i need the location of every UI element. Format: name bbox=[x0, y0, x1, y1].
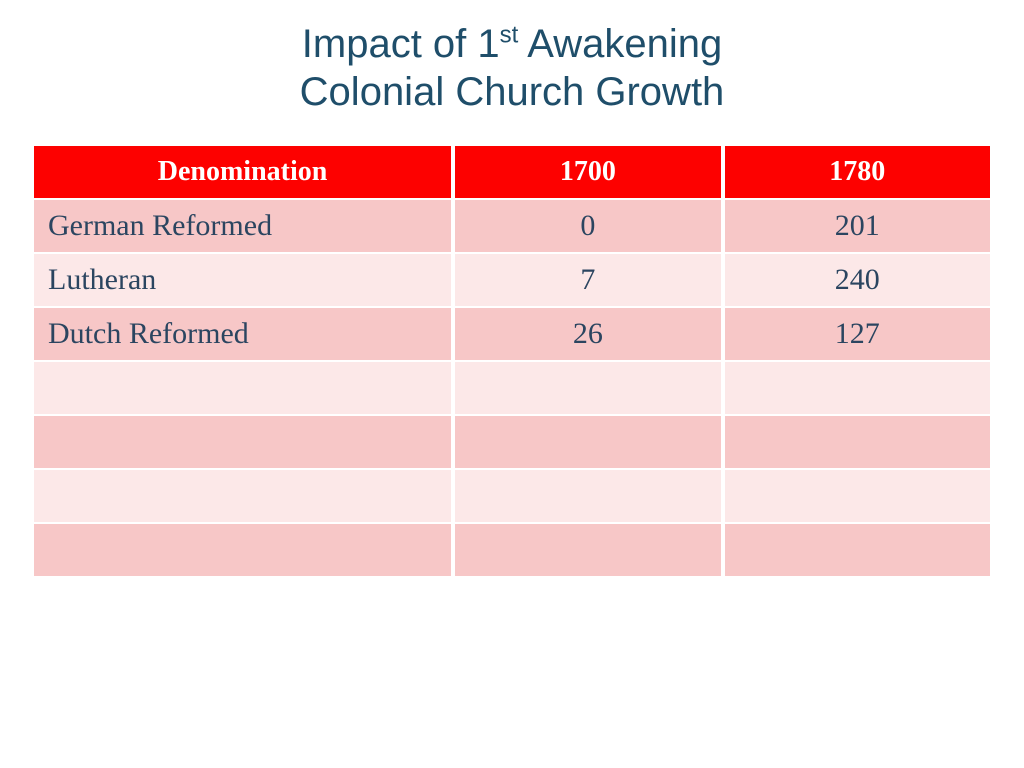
table-row: Lutheran 7 240 bbox=[34, 254, 990, 306]
cell-denom bbox=[34, 362, 451, 414]
cell-1780: 240 bbox=[725, 254, 990, 306]
header-denomination: Denomination bbox=[34, 146, 451, 198]
cell-denom bbox=[34, 416, 451, 468]
title-line-1-sup: st bbox=[500, 22, 519, 49]
title-line-1-pre: Impact of 1 bbox=[302, 22, 500, 66]
cell-1780 bbox=[725, 524, 990, 576]
cell-1700: 7 bbox=[455, 254, 720, 306]
cell-1700 bbox=[455, 362, 720, 414]
church-growth-table: Denomination 1700 1780 German Reformed 0… bbox=[30, 144, 994, 578]
cell-1700 bbox=[455, 470, 720, 522]
cell-1780 bbox=[725, 362, 990, 414]
cell-1780: 201 bbox=[725, 200, 990, 252]
table-row bbox=[34, 470, 990, 522]
slide-title: Impact of 1st Awakening Colonial Church … bbox=[30, 20, 994, 116]
cell-1700: 26 bbox=[455, 308, 720, 360]
slide: Impact of 1st Awakening Colonial Church … bbox=[0, 0, 1024, 768]
cell-1780 bbox=[725, 416, 990, 468]
cell-denom bbox=[34, 524, 451, 576]
cell-1780 bbox=[725, 470, 990, 522]
table-row bbox=[34, 416, 990, 468]
cell-denom: Dutch Reformed bbox=[34, 308, 451, 360]
table-row bbox=[34, 362, 990, 414]
header-year-1700: 1700 bbox=[455, 146, 720, 198]
cell-1700 bbox=[455, 524, 720, 576]
cell-denom: Lutheran bbox=[34, 254, 451, 306]
cell-denom: German Reformed bbox=[34, 200, 451, 252]
cell-1700: 0 bbox=[455, 200, 720, 252]
header-year-1780: 1780 bbox=[725, 146, 990, 198]
table-row: German Reformed 0 201 bbox=[34, 200, 990, 252]
cell-1780: 127 bbox=[725, 308, 990, 360]
cell-denom bbox=[34, 470, 451, 522]
title-line-1: Impact of 1st Awakening bbox=[302, 22, 722, 66]
title-line-1-post: Awakening bbox=[518, 22, 722, 66]
table-header-row: Denomination 1700 1780 bbox=[34, 146, 990, 198]
title-line-2: Colonial Church Growth bbox=[300, 70, 725, 114]
table-row bbox=[34, 524, 990, 576]
cell-1700 bbox=[455, 416, 720, 468]
table-row: Dutch Reformed 26 127 bbox=[34, 308, 990, 360]
